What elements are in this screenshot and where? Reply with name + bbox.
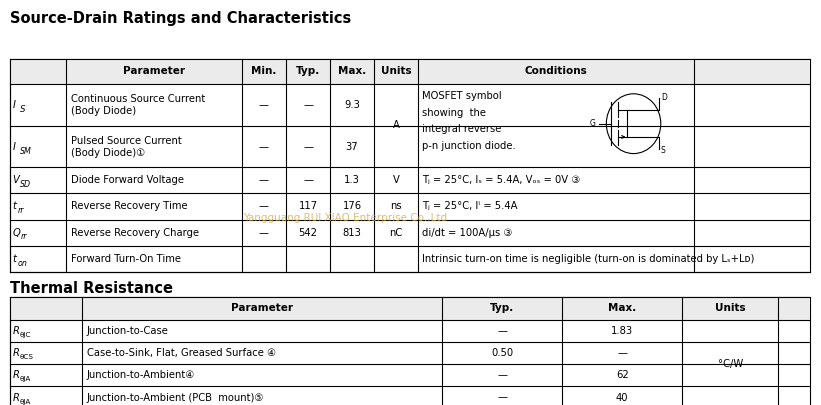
Text: —: —	[259, 175, 269, 185]
Text: Parameter: Parameter	[123, 66, 185, 76]
Text: Continuous Source Current: Continuous Source Current	[71, 94, 205, 104]
Text: Diode Forward Voltage: Diode Forward Voltage	[71, 175, 184, 185]
Text: t: t	[12, 201, 16, 211]
Text: Parameter: Parameter	[231, 303, 293, 313]
Text: rr: rr	[18, 206, 25, 215]
Text: °C/W: °C/W	[718, 359, 743, 369]
Bar	[10, 297, 810, 405]
Text: Tⱼ = 25°C, Iⁱ = 5.4A: Tⱼ = 25°C, Iⁱ = 5.4A	[422, 201, 518, 211]
Text: —: —	[259, 100, 269, 110]
Text: MOSFET symbol: MOSFET symbol	[422, 91, 502, 101]
Text: θJA: θJA	[20, 399, 31, 405]
Text: R: R	[12, 348, 20, 358]
Bar	[10, 59, 810, 84]
Text: V: V	[392, 175, 400, 185]
Text: S: S	[661, 146, 666, 155]
Text: SD: SD	[20, 179, 31, 189]
Text: 9.3: 9.3	[344, 100, 360, 110]
Text: G: G	[589, 119, 595, 128]
Text: 813: 813	[342, 228, 361, 238]
Text: —: —	[303, 100, 313, 110]
Text: Junction-to-Ambient④: Junction-to-Ambient④	[87, 370, 195, 380]
Text: integral reverse: integral reverse	[422, 124, 502, 134]
Text: Reverse Recovery Time: Reverse Recovery Time	[71, 201, 187, 211]
Text: S: S	[20, 105, 25, 115]
Text: Pulsed Source Current: Pulsed Source Current	[71, 136, 181, 145]
Text: —: —	[259, 228, 269, 238]
Text: Reverse Recovery Charge: Reverse Recovery Charge	[71, 228, 199, 238]
Text: R: R	[12, 392, 20, 403]
Text: 176: 176	[342, 201, 361, 211]
Text: θCS: θCS	[20, 354, 34, 360]
Text: Conditions: Conditions	[525, 66, 588, 76]
Text: Typ.: Typ.	[296, 66, 320, 76]
Text: Min.: Min.	[251, 66, 277, 76]
Text: Max.: Max.	[608, 303, 636, 313]
Text: rr: rr	[21, 232, 27, 241]
Text: Q: Q	[12, 228, 21, 238]
Text: Source-Drain Ratings and Characteristics: Source-Drain Ratings and Characteristics	[10, 11, 351, 26]
Text: Thermal Resistance: Thermal Resistance	[10, 281, 173, 296]
Text: Tⱼ = 25°C, Iₛ = 5.4A, Vₒₛ = 0V ③: Tⱼ = 25°C, Iₛ = 5.4A, Vₒₛ = 0V ③	[422, 175, 580, 185]
Text: 542: 542	[299, 228, 318, 238]
Text: p-n junction diode.: p-n junction diode.	[422, 141, 516, 151]
Text: —: —	[303, 142, 313, 151]
Text: —: —	[617, 348, 627, 358]
Text: showing  the: showing the	[422, 108, 486, 118]
Text: 0.50: 0.50	[491, 348, 513, 358]
Text: —: —	[498, 392, 507, 403]
Text: Case-to-Sink, Flat, Greased Surface ④: Case-to-Sink, Flat, Greased Surface ④	[87, 348, 276, 358]
Text: Units: Units	[381, 66, 411, 76]
Text: I: I	[12, 142, 16, 151]
Text: di/dt = 100A/μs ③: di/dt = 100A/μs ③	[422, 228, 512, 238]
Text: R: R	[12, 326, 20, 336]
Text: nC: nC	[389, 228, 403, 238]
Text: D: D	[661, 93, 667, 102]
Text: V: V	[12, 175, 19, 185]
Text: —: —	[259, 201, 269, 211]
Text: SM: SM	[20, 147, 31, 156]
Text: ns: ns	[390, 201, 402, 211]
Text: —: —	[498, 326, 507, 336]
Text: Forward Turn-On Time: Forward Turn-On Time	[71, 254, 181, 264]
Text: (Body Diode): (Body Diode)	[71, 107, 136, 117]
Bar	[10, 297, 810, 320]
Text: on: on	[18, 258, 28, 268]
Text: (Body Diode)①: (Body Diode)①	[71, 148, 145, 158]
Text: 62: 62	[616, 370, 629, 380]
Text: Junction-to-Ambient (PCB  mount)⑤: Junction-to-Ambient (PCB mount)⑤	[87, 392, 264, 403]
Text: Typ.: Typ.	[490, 303, 514, 313]
Text: Max.: Max.	[338, 66, 366, 76]
Text: Junction-to-Case: Junction-to-Case	[87, 326, 168, 336]
Text: θJC: θJC	[20, 332, 31, 338]
Text: 1.3: 1.3	[344, 175, 360, 185]
Text: t: t	[12, 254, 16, 264]
Text: 1.83: 1.83	[611, 326, 633, 336]
Text: 40: 40	[616, 392, 628, 403]
Text: —: —	[259, 142, 269, 151]
Text: R: R	[12, 370, 20, 380]
Text: 117: 117	[299, 201, 318, 211]
Text: 37: 37	[346, 142, 359, 151]
Text: Intrinsic turn-on time is negligible (turn-on is dominated by Lₛ+Lᴅ): Intrinsic turn-on time is negligible (tu…	[422, 254, 754, 264]
Text: I: I	[12, 100, 16, 110]
Text: Yangguang RUI XIAO Enterprise Co.,Ltd: Yangguang RUI XIAO Enterprise Co.,Ltd	[243, 213, 447, 223]
Text: θJA: θJA	[20, 376, 31, 382]
Text: A: A	[392, 120, 400, 130]
Text: —: —	[303, 175, 313, 185]
Text: Units: Units	[715, 303, 745, 313]
Text: —: —	[498, 370, 507, 380]
Bar	[10, 59, 810, 272]
